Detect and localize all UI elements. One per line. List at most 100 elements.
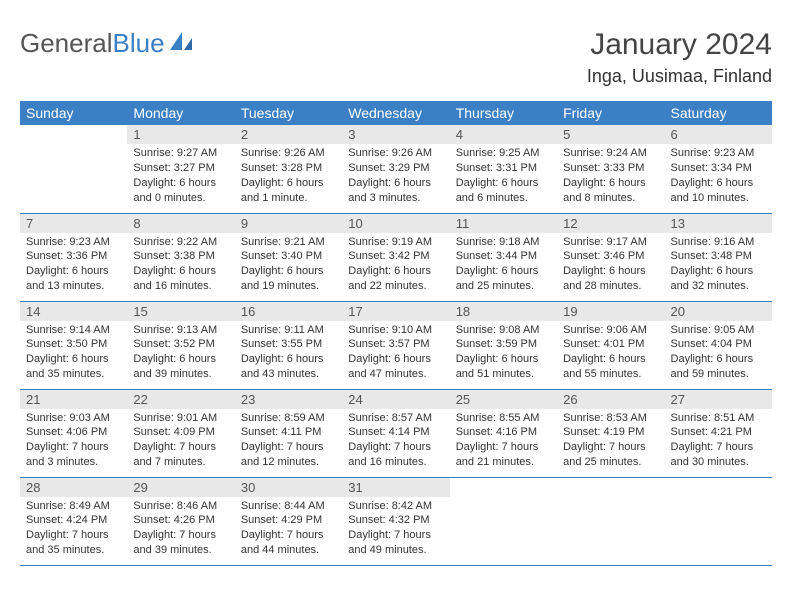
calendar-week-row: 7Sunrise: 9:23 AMSunset: 3:36 PMDaylight… xyxy=(20,213,772,301)
day-number: 20 xyxy=(665,302,772,321)
day-number: 9 xyxy=(235,214,342,233)
day-number: 19 xyxy=(557,302,664,321)
day-details: Sunrise: 9:27 AMSunset: 3:27 PMDaylight:… xyxy=(127,144,234,211)
sunset-value: 4:11 PM xyxy=(281,426,321,438)
sunrise-value: 9:10 AM xyxy=(392,324,432,336)
sunrise-value: 9:13 AM xyxy=(177,324,217,336)
day-details: Sunrise: 8:57 AMSunset: 4:14 PMDaylight:… xyxy=(342,409,449,476)
day-number: 26 xyxy=(557,390,664,409)
sunset-value: 4:29 PM xyxy=(281,514,322,526)
sunrise-value: 9:26 AM xyxy=(392,147,432,159)
calendar-day-cell: 14Sunrise: 9:14 AMSunset: 3:50 PMDayligh… xyxy=(20,301,127,389)
location-label: Inga, Uusimaa, Finland xyxy=(587,66,772,87)
calendar-day-cell xyxy=(665,477,772,565)
sunset-value: 3:38 PM xyxy=(174,250,215,262)
daylight-value: 6 hours and 10 minutes. xyxy=(671,177,754,204)
sunset-value: 3:36 PM xyxy=(66,250,107,262)
sunrise-value: 9:21 AM xyxy=(284,236,324,248)
calendar-day-cell: 9Sunrise: 9:21 AMSunset: 3:40 PMDaylight… xyxy=(235,213,342,301)
calendar-day-cell: 29Sunrise: 8:46 AMSunset: 4:26 PMDayligh… xyxy=(127,477,234,565)
day-details: Sunrise: 9:16 AMSunset: 3:48 PMDaylight:… xyxy=(665,233,772,300)
day-number: 11 xyxy=(450,214,557,233)
day-number: 13 xyxy=(665,214,772,233)
daylight-value: 7 hours and 25 minutes. xyxy=(563,441,646,468)
calendar-day-cell: 30Sunrise: 8:44 AMSunset: 4:29 PMDayligh… xyxy=(235,477,342,565)
daylight-value: 7 hours and 3 minutes. xyxy=(26,441,109,468)
sunset-value: 4:24 PM xyxy=(66,514,107,526)
day-details: Sunrise: 8:59 AMSunset: 4:11 PMDaylight:… xyxy=(235,409,342,476)
day-details: Sunrise: 9:18 AMSunset: 3:44 PMDaylight:… xyxy=(450,233,557,300)
day-details: Sunrise: 9:21 AMSunset: 3:40 PMDaylight:… xyxy=(235,233,342,300)
day-details: Sunrise: 8:55 AMSunset: 4:16 PMDaylight:… xyxy=(450,409,557,476)
day-details: Sunrise: 9:06 AMSunset: 4:01 PMDaylight:… xyxy=(557,321,664,388)
day-details: Sunrise: 9:25 AMSunset: 3:31 PMDaylight:… xyxy=(450,144,557,211)
sunrise-value: 9:05 AM xyxy=(714,324,754,336)
day-number: 25 xyxy=(450,390,557,409)
calendar-day-cell: 17Sunrise: 9:10 AMSunset: 3:57 PMDayligh… xyxy=(342,301,449,389)
daylight-value: 6 hours and 47 minutes. xyxy=(348,353,431,380)
calendar-day-cell: 8Sunrise: 9:22 AMSunset: 3:38 PMDaylight… xyxy=(127,213,234,301)
sunset-value: 3:40 PM xyxy=(281,250,322,262)
calendar-table: SundayMondayTuesdayWednesdayThursdayFrid… xyxy=(20,101,772,566)
day-details: Sunrise: 9:17 AMSunset: 3:46 PMDaylight:… xyxy=(557,233,664,300)
sunrise-value: 9:03 AM xyxy=(69,412,109,424)
calendar-day-cell: 21Sunrise: 9:03 AMSunset: 4:06 PMDayligh… xyxy=(20,389,127,477)
sunset-value: 3:46 PM xyxy=(603,250,644,262)
sunset-value: 4:26 PM xyxy=(174,514,215,526)
calendar-day-cell: 22Sunrise: 9:01 AMSunset: 4:09 PMDayligh… xyxy=(127,389,234,477)
weekday-header: Sunday xyxy=(20,101,127,125)
calendar-day-cell: 11Sunrise: 9:18 AMSunset: 3:44 PMDayligh… xyxy=(450,213,557,301)
calendar-day-cell: 26Sunrise: 8:53 AMSunset: 4:19 PMDayligh… xyxy=(557,389,664,477)
daylight-value: 6 hours and 55 minutes. xyxy=(563,353,646,380)
daylight-value: 7 hours and 12 minutes. xyxy=(241,441,324,468)
sunset-value: 4:01 PM xyxy=(603,338,644,350)
day-number: 21 xyxy=(20,390,127,409)
calendar-day-cell: 3Sunrise: 9:26 AMSunset: 3:29 PMDaylight… xyxy=(342,125,449,213)
day-details: Sunrise: 8:53 AMSunset: 4:19 PMDaylight:… xyxy=(557,409,664,476)
day-details: Sunrise: 8:51 AMSunset: 4:21 PMDaylight:… xyxy=(665,409,772,476)
title-block: January 2024 Inga, Uusimaa, Finland xyxy=(587,28,772,87)
calendar-day-cell xyxy=(557,477,664,565)
day-number: 10 xyxy=(342,214,449,233)
daylight-value: 6 hours and 25 minutes. xyxy=(456,265,539,292)
day-number: 29 xyxy=(127,478,234,497)
sunset-value: 4:04 PM xyxy=(711,338,752,350)
weekday-header: Monday xyxy=(127,101,234,125)
day-number: 3 xyxy=(342,125,449,144)
month-title: January 2024 xyxy=(587,28,772,62)
calendar-week-row: 21Sunrise: 9:03 AMSunset: 4:06 PMDayligh… xyxy=(20,389,772,477)
sunset-value: 4:21 PM xyxy=(711,426,752,438)
daylight-value: 6 hours and 51 minutes. xyxy=(456,353,539,380)
sunset-value: 3:50 PM xyxy=(66,338,107,350)
day-number: 14 xyxy=(20,302,127,321)
calendar-day-cell: 2Sunrise: 9:26 AMSunset: 3:28 PMDaylight… xyxy=(235,125,342,213)
sunset-value: 3:59 PM xyxy=(496,338,537,350)
daylight-value: 7 hours and 16 minutes. xyxy=(348,441,431,468)
sunset-value: 3:33 PM xyxy=(603,162,644,174)
sunrise-value: 9:01 AM xyxy=(177,412,217,424)
day-details: Sunrise: 9:22 AMSunset: 3:38 PMDaylight:… xyxy=(127,233,234,300)
daylight-value: 6 hours and 6 minutes. xyxy=(456,177,539,204)
sunset-value: 4:06 PM xyxy=(66,426,107,438)
day-details: Sunrise: 9:10 AMSunset: 3:57 PMDaylight:… xyxy=(342,321,449,388)
day-number: 5 xyxy=(557,125,664,144)
day-details: Sunrise: 9:24 AMSunset: 3:33 PMDaylight:… xyxy=(557,144,664,211)
calendar-day-cell: 10Sunrise: 9:19 AMSunset: 3:42 PMDayligh… xyxy=(342,213,449,301)
sunrise-value: 8:46 AM xyxy=(177,500,217,512)
day-number: 7 xyxy=(20,214,127,233)
sunrise-value: 9:18 AM xyxy=(499,236,539,248)
weekday-header: Thursday xyxy=(450,101,557,125)
day-number: 6 xyxy=(665,125,772,144)
calendar-day-cell: 28Sunrise: 8:49 AMSunset: 4:24 PMDayligh… xyxy=(20,477,127,565)
calendar-header-row: SundayMondayTuesdayWednesdayThursdayFrid… xyxy=(20,101,772,125)
day-details: Sunrise: 9:11 AMSunset: 3:55 PMDaylight:… xyxy=(235,321,342,388)
daylight-value: 7 hours and 30 minutes. xyxy=(671,441,754,468)
sunrise-value: 8:53 AM xyxy=(607,412,647,424)
day-details: Sunrise: 9:26 AMSunset: 3:28 PMDaylight:… xyxy=(235,144,342,211)
sunrise-value: 8:44 AM xyxy=(284,500,324,512)
day-details: Sunrise: 9:01 AMSunset: 4:09 PMDaylight:… xyxy=(127,409,234,476)
sunset-value: 3:28 PM xyxy=(281,162,322,174)
daylight-value: 7 hours and 44 minutes. xyxy=(241,529,324,556)
daylight-value: 6 hours and 59 minutes. xyxy=(671,353,754,380)
weekday-header: Friday xyxy=(557,101,664,125)
